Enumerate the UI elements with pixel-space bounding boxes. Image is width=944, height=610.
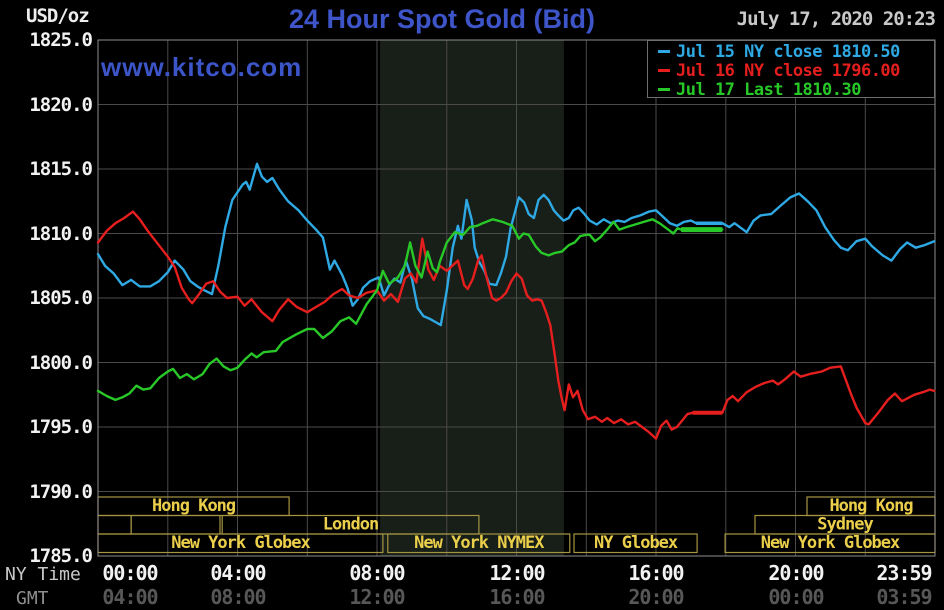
series-dash-icon — [658, 88, 670, 91]
x-axis-ny-tick-label: 04:00 — [210, 561, 266, 585]
session-label: London — [323, 515, 378, 535]
x-axis-ny-tick-label: 16:00 — [628, 561, 684, 585]
session-box — [130, 514, 221, 535]
x-axis-ny-tick-label: 00:00 — [102, 561, 158, 585]
session-label: Sydney — [817, 515, 873, 535]
y-axis-tick-label: 1805.0 — [29, 287, 93, 309]
y-axis-tick-label: 1790.0 — [29, 481, 93, 503]
series-dash-icon — [658, 69, 670, 72]
y-axis-tick-label: 1810.0 — [29, 223, 93, 245]
x-axis-row-label-ny: NY Time — [5, 564, 81, 585]
y-axis-tick-label: 1825.0 — [29, 29, 93, 51]
legend-label: Jul 15 NY close 1810.50 — [676, 41, 900, 62]
unit-label: USD/oz — [26, 5, 90, 27]
plot-border — [97, 39, 936, 557]
kitco-watermark: www.kitco.com — [101, 52, 303, 82]
x-axis-gmt-tick-label: 16:00 — [489, 585, 545, 609]
series-dash-icon — [658, 50, 670, 53]
y-axis-tick-label: 1820.0 — [29, 94, 93, 116]
session-label: New York Globex — [761, 533, 900, 553]
series-line-jul-16 — [96, 210, 936, 440]
y-axis-tick-label: 1815.0 — [29, 158, 93, 180]
x-axis-gmt-tick-label: 00:00 — [768, 585, 824, 609]
y-axis-tick-label: 1800.0 — [29, 352, 93, 374]
x-axis-gmt-tick-label: 20:00 — [628, 585, 684, 609]
x-axis-gmt-tick-label: 12:00 — [349, 585, 405, 609]
session-label: Hong Kong — [829, 496, 913, 516]
x-axis-ny-tick-label: 23:59 — [876, 561, 932, 585]
y-axis-tick-label: 1795.0 — [29, 416, 93, 438]
chart-timestamp: July 17, 2020 20:23 — [736, 8, 936, 30]
x-axis-ny-tick-label: 12:00 — [489, 561, 545, 585]
x-axis-ny-tick-label: 08:00 — [349, 561, 405, 585]
x-axis-gmt-tick-label: 04:00 — [102, 585, 158, 609]
legend-item: Jul 16 NY close 1796.00 — [654, 60, 934, 81]
legend-label: Jul 17 Last 1810.30 — [676, 79, 861, 100]
legend-label: Jul 16 NY close 1796.00 — [676, 60, 900, 81]
legend: Jul 15 NY close 1810.50 Jul 16 NY close … — [647, 40, 935, 100]
y-axis-tick-label: 1785.0 — [29, 545, 93, 567]
legend-item: Jul 17 Last 1810.30 — [654, 79, 934, 100]
page-title: 24 Hour Spot Gold (Bid) — [289, 4, 595, 34]
x-axis-gmt-tick-label: 08:00 — [210, 585, 266, 609]
x-axis-ny-tick-label: 20:00 — [768, 561, 824, 585]
session-box — [97, 514, 132, 535]
session-label: New York NYMEX — [414, 533, 545, 553]
session-box — [387, 533, 571, 554]
x-axis-row-label-gmt: GMT — [16, 588, 49, 609]
session-label: NY Globex — [594, 533, 678, 553]
session-label: New York Globex — [171, 533, 310, 553]
legend-item: Jul 15 NY close 1810.50 — [654, 41, 934, 62]
x-axis-gmt-tick-label: 03:59 — [876, 585, 932, 609]
session-label: Hong Kong — [152, 496, 236, 516]
series-line-jul-17 — [96, 218, 724, 402]
session-box — [573, 533, 698, 554]
